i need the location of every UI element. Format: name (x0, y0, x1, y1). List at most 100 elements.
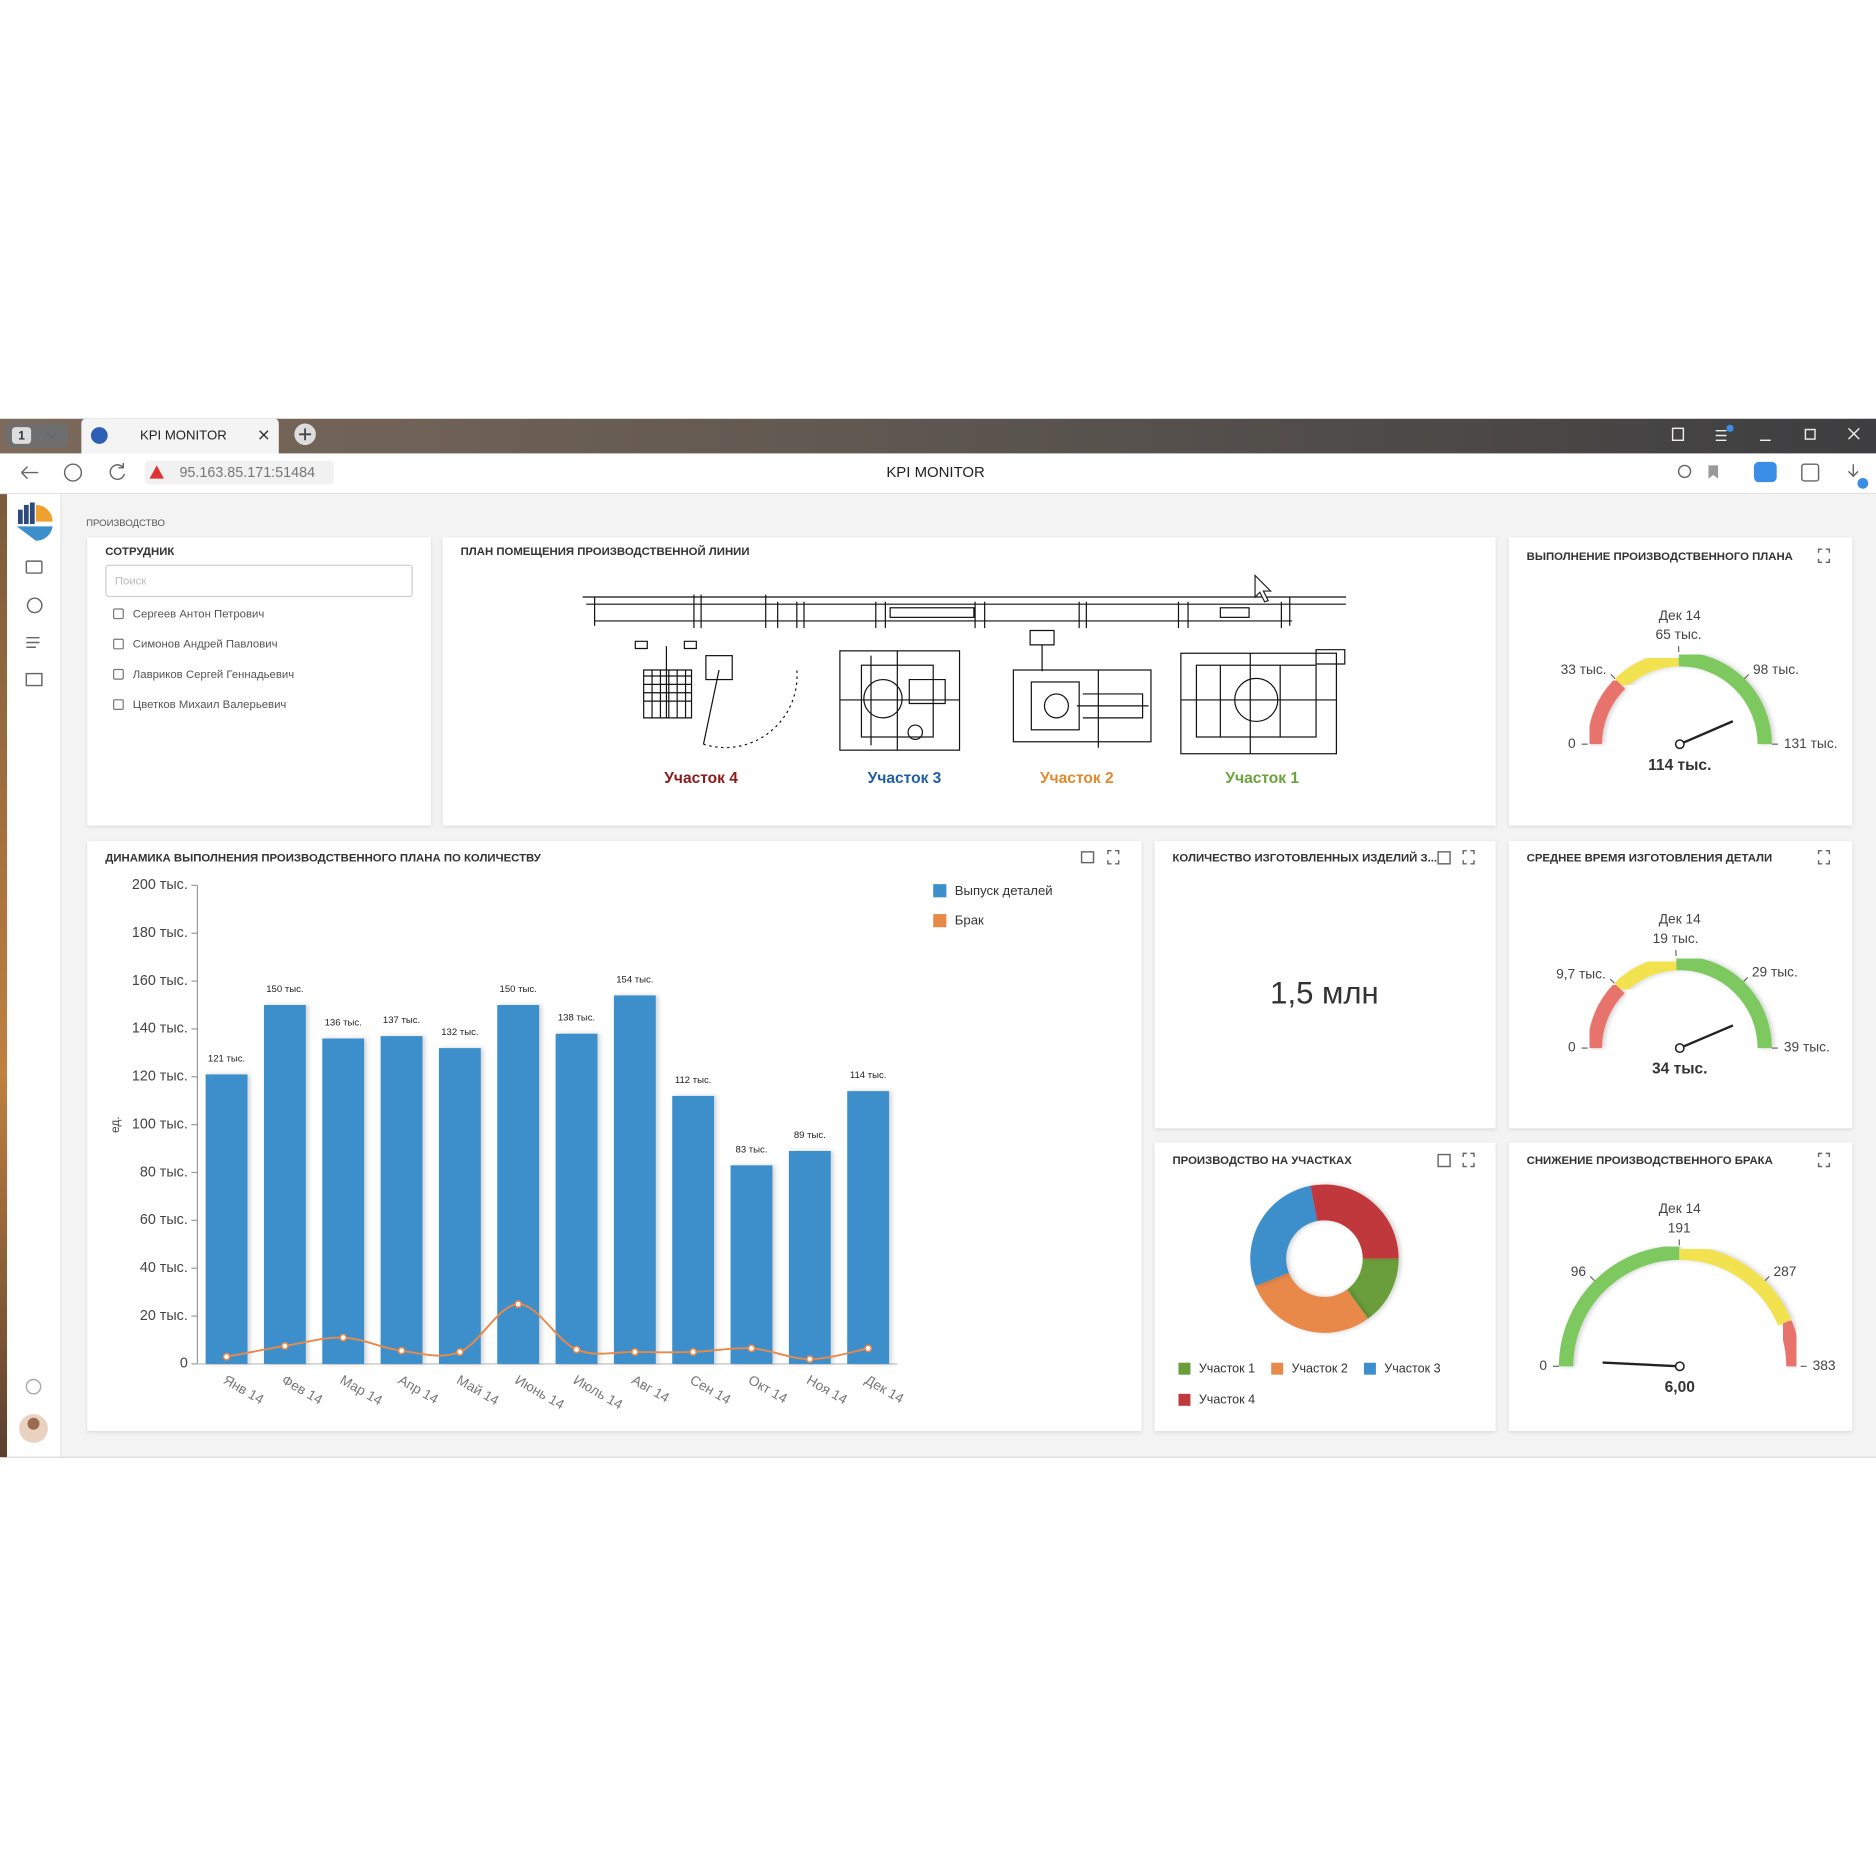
checkbox[interactable] (113, 668, 124, 680)
fullscreen-icon[interactable] (1462, 1152, 1475, 1168)
window-icon[interactable] (1080, 851, 1095, 864)
calendar-icon[interactable] (1437, 1153, 1451, 1168)
line-point (281, 1342, 289, 1350)
legend-label[interactable]: Участок 1 (1199, 1362, 1255, 1376)
gauge-period: Дек 14 (1659, 608, 1701, 623)
window-edge (0, 494, 8, 1458)
bookmarks-button[interactable] (1671, 427, 1685, 442)
gauge-panel (1508, 1142, 1853, 1431)
y-tick-label: 140 тыс. (132, 1021, 188, 1037)
gauge-period: Дек 14 (1659, 912, 1701, 927)
tab-counter-box (11, 427, 32, 444)
data-label: 89 тыс. (794, 1130, 826, 1141)
donut-segment (1255, 1272, 1369, 1333)
bar (847, 1091, 890, 1364)
gauge-tick-label: 0 (1568, 736, 1576, 751)
checkbox[interactable] (113, 608, 124, 620)
chart-title: СНИЖЕНИЕ ПРОИЗВОДСТВЕННОГО БРАКА (1527, 1155, 1773, 1167)
nav-gauge[interactable] (26, 597, 43, 614)
gauge-hub (1674, 1361, 1685, 1372)
fullscreen-icon[interactable] (1817, 1152, 1831, 1168)
panel-title: КОЛИЧЕСТВО ИЗГОТОВЛЕННЫХ ИЗДЕЛИЙ З... (1173, 851, 1438, 864)
gauge-band (1678, 652, 1772, 745)
area-label[interactable]: Участок 1 (1225, 770, 1299, 787)
gauge-tick-label: 9,7 тыс. (1556, 966, 1606, 981)
line-point (514, 1300, 523, 1308)
sidebar (7, 494, 62, 1458)
restore-button[interactable] (1804, 428, 1816, 440)
legend-label[interactable]: Участок 4 (1199, 1393, 1255, 1407)
nav-report[interactable] (26, 636, 40, 648)
menu-button[interactable] (1715, 429, 1727, 442)
legend-swatch (1363, 1362, 1376, 1375)
legend-swatch (1178, 1362, 1191, 1375)
bar (205, 1074, 248, 1364)
reload-button[interactable] (109, 463, 126, 480)
sidebar-icons (25, 560, 43, 1395)
legend-swatch (1271, 1362, 1284, 1375)
back-button[interactable] (21, 466, 39, 480)
gauge-value: 34 тыс. (1652, 1061, 1707, 1078)
y-tick-label: 20 тыс. (140, 1308, 188, 1324)
nav-gallery[interactable] (25, 672, 43, 687)
area-label[interactable]: Участок 3 (868, 770, 942, 787)
extensions-button[interactable] (1801, 463, 1820, 482)
data-label: 154 тыс. (616, 974, 653, 985)
donut-segment (1346, 1258, 1399, 1319)
data-label: 150 тыс. (500, 984, 537, 995)
gauge-tick-label: 29 тыс. (1752, 965, 1798, 980)
legend-label[interactable]: Участок 2 (1292, 1362, 1348, 1376)
employee-list: Сергеев Антон Петрович Симонов Андрей Пав… (113, 608, 294, 711)
checkbox[interactable] (113, 699, 124, 710)
fullscreen-icon[interactable] (1817, 849, 1831, 865)
search-input[interactable] (105, 564, 413, 598)
help-button[interactable] (25, 1378, 42, 1395)
data-label: 150 тыс. (266, 984, 303, 995)
bar (263, 1005, 306, 1364)
floor-plan (582, 594, 1346, 755)
line-point (572, 1345, 581, 1354)
active-tab[interactable] (81, 418, 279, 454)
fullscreen-icon[interactable] (1462, 849, 1475, 865)
donut-segment (1250, 1185, 1318, 1286)
checkbox[interactable] (113, 638, 124, 650)
nav-monitor[interactable] (25, 560, 43, 574)
yandex-button[interactable] (63, 463, 83, 482)
y-tick-label: 160 тыс. (132, 973, 188, 989)
legend-label[interactable]: Выпуск деталей (955, 883, 1053, 898)
url-field[interactable] (144, 460, 334, 485)
downloads-button[interactable] (1847, 464, 1859, 478)
close-button[interactable] (1847, 427, 1860, 440)
legend-swatch (1178, 1393, 1191, 1406)
page-title: KPI MONITOR (886, 464, 985, 481)
y-tick-label: 180 тыс. (132, 925, 188, 941)
fullscreen-icon[interactable] (1817, 548, 1831, 564)
fullscreen-icon[interactable] (1107, 849, 1120, 865)
legend-swatch (933, 884, 947, 898)
gauge-tick (1743, 976, 1749, 983)
area-label[interactable]: Участок 2 (1040, 770, 1114, 787)
data-label: 138 тыс. (558, 1013, 595, 1024)
video-button[interactable] (1753, 461, 1777, 483)
legend-label[interactable]: Участок 3 (1384, 1362, 1440, 1376)
y-tick-label: 40 тыс. (140, 1260, 188, 1276)
url-text: 95.163.85.171:51484 (179, 465, 315, 481)
tab-close[interactable] (259, 430, 269, 440)
line-point (864, 1344, 873, 1353)
line-point (805, 1355, 814, 1364)
gauge-tick-label: 98 тыс. (1753, 662, 1799, 677)
tab-favicon (90, 427, 108, 444)
y-axis-title: ед. (108, 1116, 122, 1133)
gauge-panel (1508, 537, 1853, 826)
gauge-band (1679, 1245, 1792, 1326)
bookmark-button[interactable] (1708, 465, 1719, 479)
line-point (630, 1348, 639, 1356)
search-placeholder: Поиск (115, 575, 148, 587)
insecure-icon (149, 465, 164, 479)
area-label[interactable]: Участок 4 (664, 770, 738, 787)
gauge-tick (1609, 978, 1615, 984)
calendar-icon[interactable] (1437, 851, 1451, 865)
legend-label[interactable]: Брак (955, 913, 984, 928)
find-button[interactable] (1677, 464, 1692, 479)
